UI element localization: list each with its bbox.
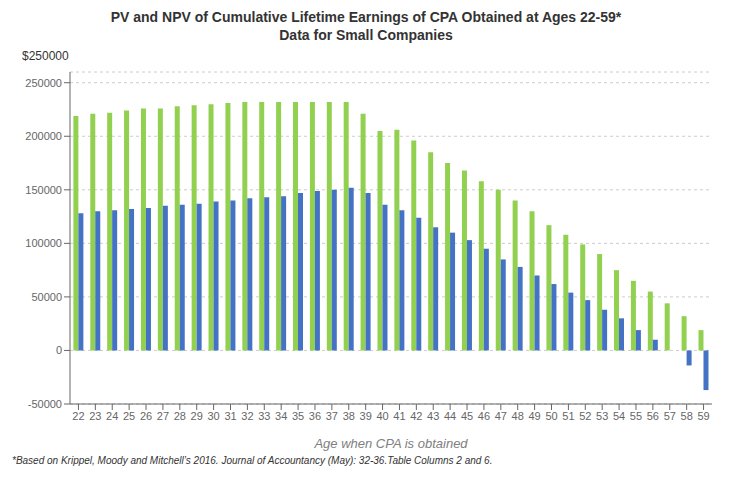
html-text:Data for Small Companies: Data for Small Companies bbox=[279, 27, 453, 43]
svg-text:200000: 200000 bbox=[25, 130, 62, 142]
svg-text:22: 22 bbox=[72, 410, 84, 422]
svg-text:41: 41 bbox=[393, 410, 405, 422]
svg-text:-50000: -50000 bbox=[28, 398, 62, 410]
svg-text:56: 56 bbox=[647, 410, 659, 422]
svg-text:48: 48 bbox=[512, 410, 524, 422]
svg-text:43: 43 bbox=[427, 410, 439, 422]
svg-text:0: 0 bbox=[56, 344, 62, 356]
svg-text:23: 23 bbox=[89, 410, 101, 422]
svg-text:57: 57 bbox=[664, 410, 676, 422]
svg-text:30: 30 bbox=[207, 410, 219, 422]
svg-text:150000: 150000 bbox=[25, 184, 62, 196]
html-text:$250000: $250000 bbox=[22, 49, 69, 63]
svg-text:54: 54 bbox=[613, 410, 625, 422]
svg-text:42: 42 bbox=[410, 410, 422, 422]
svg-text:Age when CPA is obtained: Age when CPA is obtained bbox=[313, 436, 468, 451]
svg-text:39: 39 bbox=[360, 410, 372, 422]
svg-text:32: 32 bbox=[241, 410, 253, 422]
svg-text:24: 24 bbox=[106, 410, 118, 422]
svg-text:55: 55 bbox=[630, 410, 642, 422]
svg-text:31: 31 bbox=[224, 410, 236, 422]
svg-text:44: 44 bbox=[444, 410, 456, 422]
svg-text:34: 34 bbox=[275, 410, 287, 422]
svg-text:33: 33 bbox=[258, 410, 270, 422]
svg-text:28: 28 bbox=[174, 410, 186, 422]
svg-text:58: 58 bbox=[681, 410, 693, 422]
svg-text:27: 27 bbox=[157, 410, 169, 422]
svg-text:35: 35 bbox=[292, 410, 304, 422]
svg-text:47: 47 bbox=[495, 410, 507, 422]
svg-text:50000: 50000 bbox=[31, 291, 62, 303]
svg-text:37: 37 bbox=[326, 410, 338, 422]
svg-text:53: 53 bbox=[596, 410, 608, 422]
svg-text:36: 36 bbox=[309, 410, 321, 422]
svg-text:26: 26 bbox=[140, 410, 152, 422]
svg-text:59: 59 bbox=[697, 410, 709, 422]
svg-text:50: 50 bbox=[545, 410, 557, 422]
svg-text:250000: 250000 bbox=[25, 77, 62, 89]
svg-text:51: 51 bbox=[562, 410, 574, 422]
svg-text:25: 25 bbox=[123, 410, 135, 422]
svg-text:38: 38 bbox=[343, 410, 355, 422]
svg-text:45: 45 bbox=[461, 410, 473, 422]
html-text:PV and NPV of Cumulative Lifet: PV and NPV of Cumulative Lifetime Earnin… bbox=[110, 9, 622, 25]
svg-text:29: 29 bbox=[191, 410, 203, 422]
svg-text:52: 52 bbox=[579, 410, 591, 422]
svg-text:100000: 100000 bbox=[25, 237, 62, 249]
html-text:*Based on Krippel, Moody and M: *Based on Krippel, Moody and Mitchell’s … bbox=[12, 455, 493, 466]
svg-text:40: 40 bbox=[376, 410, 388, 422]
svg-text:46: 46 bbox=[478, 410, 490, 422]
svg-text:49: 49 bbox=[528, 410, 540, 422]
